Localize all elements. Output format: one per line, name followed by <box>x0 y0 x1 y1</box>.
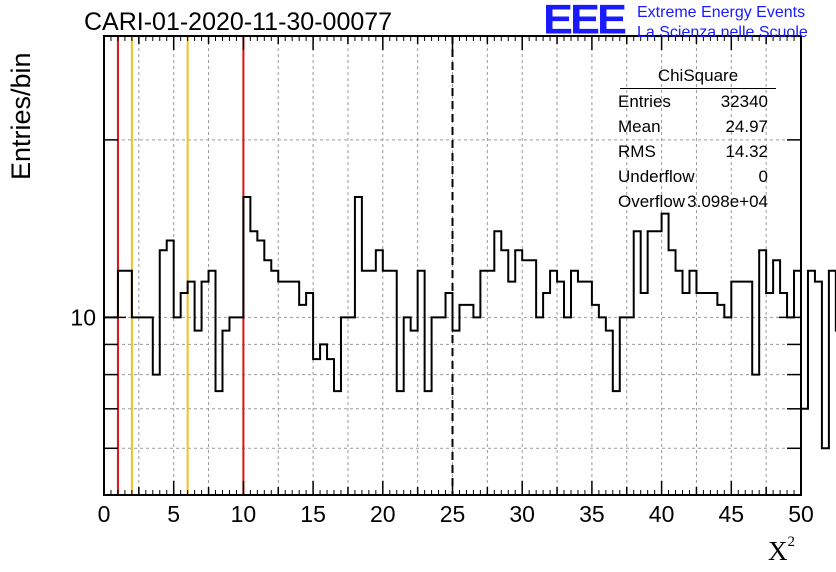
x-tick-label: 25 <box>440 501 466 527</box>
stats-row-entries: Entries 32340 <box>612 89 776 114</box>
x-tick-label: 45 <box>719 501 745 527</box>
x-axis-label-base: X <box>768 536 788 566</box>
y-axis-label: Entries/bin <box>6 52 36 180</box>
eee-logo-mark: EEE <box>543 0 627 43</box>
histogram-series <box>104 196 836 450</box>
stats-value: 24.97 <box>725 117 768 136</box>
stats-value: 3.098e+04 <box>687 192 768 211</box>
stats-value: 32340 <box>720 92 768 111</box>
stats-label: Mean <box>618 117 661 136</box>
stats-row-mean: Mean 24.97 <box>612 114 776 139</box>
stats-row-rms: RMS 14.32 <box>612 139 776 164</box>
x-tick-label: 35 <box>579 501 605 527</box>
x-tick-label: 40 <box>649 501 675 527</box>
axis-ticks <box>103 35 802 496</box>
stats-label: Underflow <box>618 167 695 186</box>
stats-row-underflow: Underflow 0 <box>612 164 776 189</box>
vertical-markers <box>116 36 454 495</box>
chart-title: CARI-01-2020-11-30-00077 <box>84 8 393 36</box>
x-tick-label: 5 <box>167 501 180 527</box>
x-tick-label: 30 <box>509 501 535 527</box>
logo-line-1: Extreme Energy Events <box>637 4 806 21</box>
stats-label: Entries <box>618 92 671 111</box>
stats-value: 0 <box>758 167 768 186</box>
x-tick-label: 0 <box>98 501 111 527</box>
x-tick-label: 50 <box>788 501 814 527</box>
stats-box: ChiSquare Entries 32340 Mean 24.97 RMS 14.3… <box>612 64 776 214</box>
x-tick-label: 15 <box>300 501 326 527</box>
x-axis-label: X2 <box>768 534 796 567</box>
stats-row-overflow: Overflow 3.098e+04 <box>612 189 776 214</box>
y-tick-label: 10 <box>70 304 96 330</box>
x-axis-label-sup: 2 <box>787 534 796 550</box>
x-tick-label: 10 <box>231 501 257 527</box>
stats-value: 14.32 <box>725 142 768 161</box>
stats-title: ChiSquare <box>620 64 776 89</box>
tick-labels: 0 5 10 15 20 25 30 35 40 45 50 10 <box>70 304 813 527</box>
logo-line-2: La Scienza nelle Scuole <box>637 24 808 41</box>
stats-label: RMS <box>618 142 656 161</box>
x-tick-label: 20 <box>370 501 396 527</box>
stats-label: Overflow <box>618 192 686 211</box>
